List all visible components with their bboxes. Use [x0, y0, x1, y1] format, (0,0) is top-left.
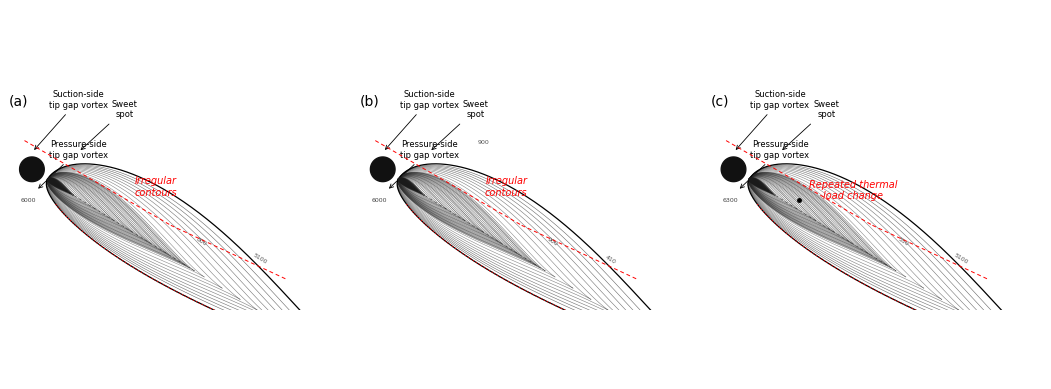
Text: (c): (c) — [710, 95, 729, 109]
Text: Sweet
spot: Sweet spot — [783, 100, 839, 150]
Text: 900: 900 — [477, 140, 489, 145]
Text: 800: 800 — [195, 237, 208, 247]
Polygon shape — [47, 178, 74, 195]
Text: Repeated thermal
load change: Repeated thermal load change — [809, 180, 898, 202]
Text: Pressure-side
tip gap vortex: Pressure-side tip gap vortex — [740, 140, 809, 188]
Polygon shape — [749, 178, 768, 191]
Text: Sweet
spot: Sweet spot — [432, 100, 489, 150]
Polygon shape — [749, 178, 765, 189]
Polygon shape — [398, 178, 418, 191]
Polygon shape — [398, 179, 408, 185]
Text: (a): (a) — [9, 95, 28, 109]
Text: 6000: 6000 — [21, 198, 36, 203]
Polygon shape — [749, 178, 772, 193]
Text: 6000: 6000 — [371, 198, 387, 203]
Polygon shape — [749, 179, 753, 181]
Text: 5100: 5100 — [251, 252, 267, 265]
Text: 410: 410 — [604, 254, 617, 265]
Polygon shape — [749, 178, 776, 195]
Polygon shape — [398, 179, 401, 181]
Polygon shape — [749, 179, 759, 185]
Polygon shape — [398, 178, 415, 189]
Polygon shape — [47, 179, 61, 187]
Polygon shape — [47, 178, 67, 191]
Polygon shape — [398, 178, 421, 193]
Text: Irregular
contours: Irregular contours — [485, 176, 528, 198]
Polygon shape — [721, 157, 746, 182]
Polygon shape — [398, 179, 405, 183]
Polygon shape — [398, 178, 425, 195]
Text: Pressure-side
tip gap vortex: Pressure-side tip gap vortex — [39, 140, 108, 188]
Text: Suction-side
tip gap vortex: Suction-side tip gap vortex — [737, 90, 809, 149]
Polygon shape — [47, 178, 64, 189]
Text: Irregular
contours: Irregular contours — [135, 176, 177, 198]
Polygon shape — [47, 179, 58, 185]
Text: (b): (b) — [359, 95, 379, 109]
Polygon shape — [749, 179, 762, 187]
Polygon shape — [749, 179, 756, 183]
Polygon shape — [20, 157, 44, 182]
Polygon shape — [47, 179, 55, 183]
Text: 550: 550 — [897, 237, 909, 247]
Text: 900: 900 — [547, 237, 559, 247]
Text: 5100: 5100 — [953, 252, 969, 265]
Text: Sweet
spot: Sweet spot — [81, 100, 138, 150]
Text: 6300: 6300 — [722, 198, 738, 203]
Polygon shape — [47, 179, 50, 181]
Text: Pressure-side
tip gap vortex: Pressure-side tip gap vortex — [390, 140, 459, 188]
Text: Suction-side
tip gap vortex: Suction-side tip gap vortex — [386, 90, 459, 149]
Polygon shape — [370, 157, 395, 182]
Text: Suction-side
tip gap vortex: Suction-side tip gap vortex — [35, 90, 108, 149]
Polygon shape — [398, 179, 412, 187]
Polygon shape — [47, 178, 70, 193]
